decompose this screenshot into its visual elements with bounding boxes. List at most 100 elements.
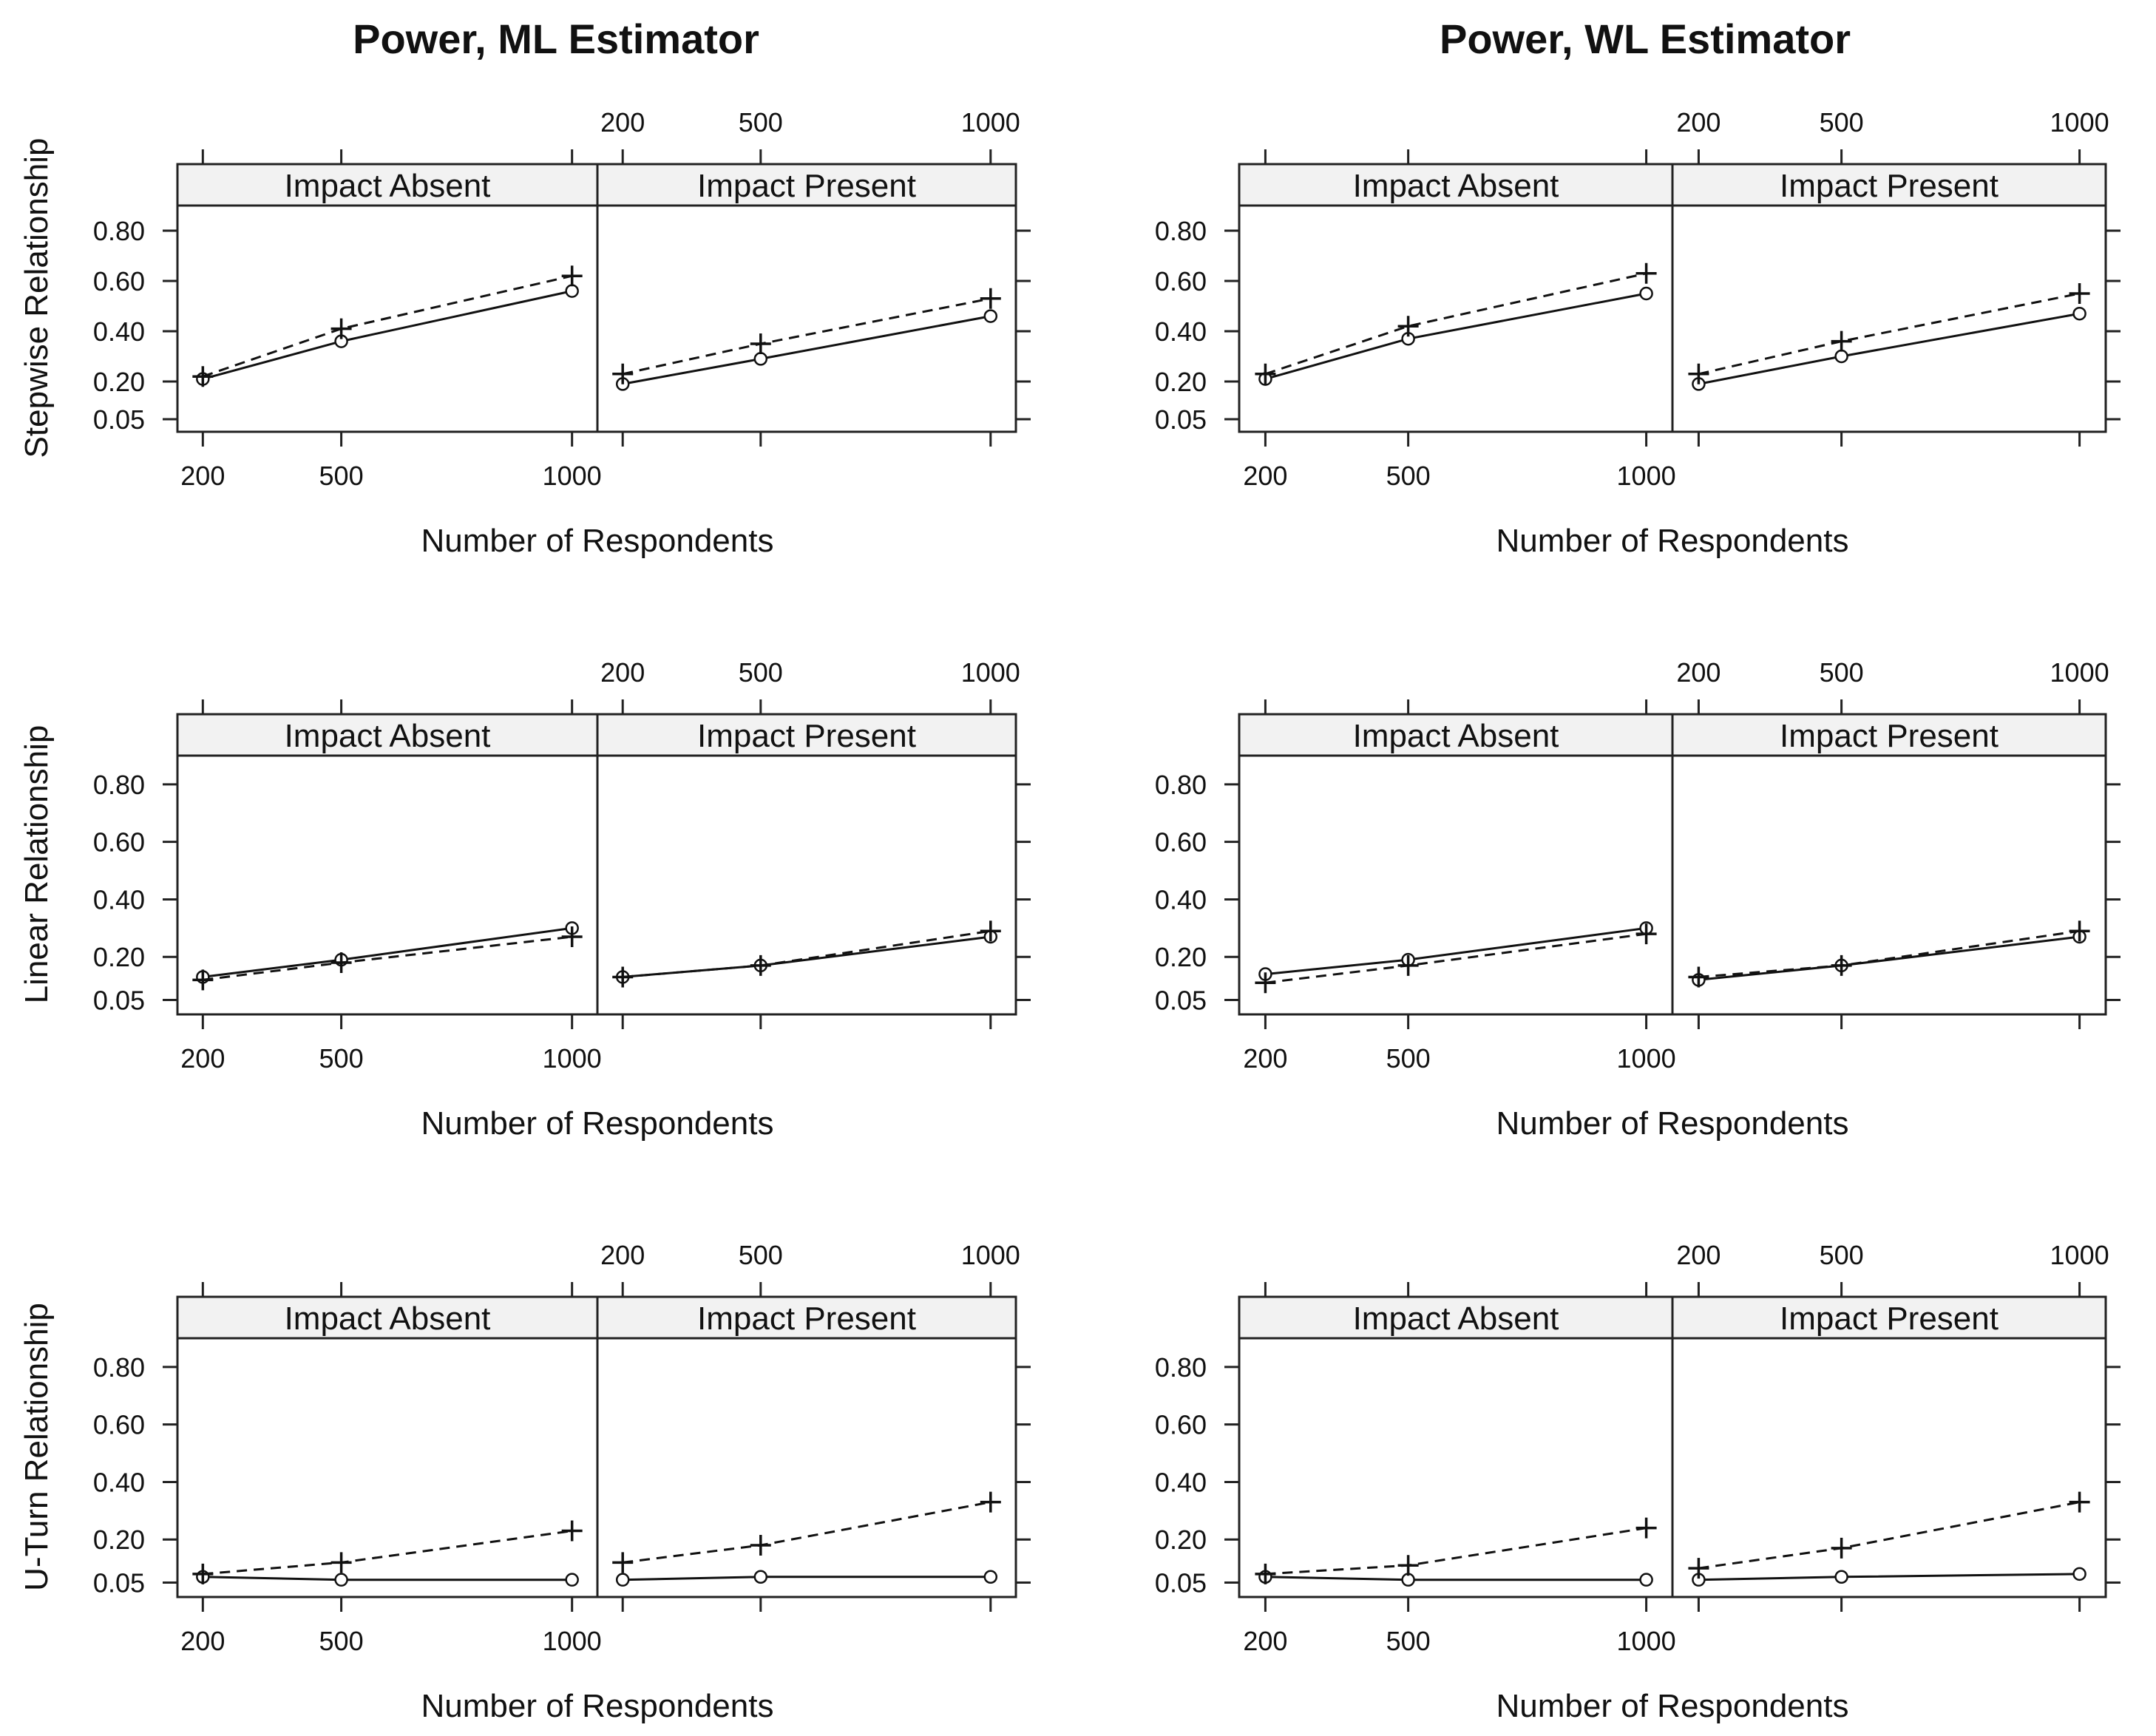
row-label-linear-relationship: Linear Relationship	[18, 725, 55, 1004]
point-plus	[750, 333, 771, 354]
panel-frame	[1671, 1295, 2107, 1598]
x-tick-label: 200	[600, 657, 645, 688]
y-tick-label: 0.20	[1155, 942, 1207, 972]
point-plus	[980, 1491, 1001, 1513]
y-tick-label: 0.40	[1155, 316, 1207, 347]
point-plus	[192, 969, 214, 991]
x-tick-label: 500	[1386, 461, 1431, 491]
point-plus	[1831, 330, 1852, 352]
point-circle	[983, 1570, 998, 1584]
series-line-series-a	[202, 290, 573, 381]
x-tick-label: 500	[1820, 107, 1864, 138]
point-circle	[983, 309, 998, 323]
x-tick-label: 500	[1386, 1626, 1431, 1656]
y-tick-label: 0.05	[93, 986, 145, 1016]
panel-frame	[596, 1295, 1017, 1598]
y-tick-label: 0.80	[93, 770, 145, 800]
x-tick-label: 1000	[961, 657, 1020, 688]
x-tick-label: 500	[739, 657, 783, 688]
plot-grid: Stepwise Relationship Number of Responden…	[18, 107, 2121, 1724]
panel-frame	[1671, 713, 2107, 1016]
series-line-series-b	[203, 1530, 572, 1576]
y-tick-label: 0.40	[93, 316, 145, 347]
point-circle	[2072, 306, 2086, 321]
x-tick-label: 200	[180, 1626, 225, 1656]
row-label-u-turn-relationship: U-Turn Relationship	[18, 1303, 55, 1591]
series-line-series-a	[1698, 312, 2080, 385]
y-tick-label: 0.40	[93, 884, 145, 915]
x-tick-label: 1000	[961, 1240, 1020, 1270]
strip-label: Impact Present	[697, 718, 916, 754]
series-line-series-a	[203, 926, 572, 978]
panel-impact-absent: Impact Absent 200 500 1000	[176, 699, 602, 1074]
x-axis-title: Number of Respondents	[1496, 1688, 1849, 1724]
strip-label: Impact Present	[1780, 718, 1999, 754]
series-line-series-b	[1698, 929, 2080, 978]
x-tick-label: 200	[180, 461, 225, 491]
x-tick-label: 500	[1386, 1043, 1431, 1074]
series-line-series-a	[623, 935, 991, 978]
x-tick-label: 500	[1820, 1240, 1864, 1270]
x-axis-title: Number of Respondents	[1496, 1105, 1849, 1142]
point-circle	[615, 1573, 630, 1587]
point-plus	[2069, 283, 2090, 304]
point-plus	[612, 966, 634, 988]
point-plus	[561, 265, 583, 287]
series-line-series-b	[623, 929, 991, 978]
y-tick-label: 0.20	[93, 367, 145, 397]
panel-impact-absent: Impact Absent 200 500 1000	[1238, 1282, 1676, 1656]
series-line-series-b	[1265, 1527, 1647, 1576]
panel-impact-absent: Impact Absent 200 500 1000	[176, 1282, 602, 1656]
point-plus	[1688, 363, 1709, 384]
panel-frame	[1671, 163, 2107, 433]
x-tick-label: 500	[319, 1043, 364, 1074]
cell-wl-linear-relationship: Number of Respondents 0.05 0.20 0.40 0.60 0.8…	[1155, 657, 2121, 1142]
point-circle	[2072, 1567, 2086, 1581]
series-line-series-a	[1264, 292, 1647, 381]
series-line-series-a	[1265, 1576, 1647, 1581]
x-axis-title: Number of Respondents	[421, 1688, 774, 1724]
x-tick-label: 1000	[2050, 657, 2109, 688]
panel-impact-present: Impact Present 200 500 1000	[596, 657, 1020, 1029]
row-label-stepwise-relationship: Stepwise Relationship	[18, 138, 55, 458]
point-plus	[1255, 972, 1276, 994]
y-tick-label: 0.60	[1155, 266, 1207, 296]
x-axis-title: Number of Respondents	[421, 1105, 774, 1142]
x-tick-label: 1000	[1617, 1043, 1676, 1074]
point-plus	[612, 1552, 634, 1573]
y-tick-label: 0.60	[93, 266, 145, 296]
column-title-ml: Power, ML Estimator	[353, 16, 759, 62]
y-tick-label: 0.05	[93, 404, 145, 435]
x-axis-title: Number of Respondents	[1496, 523, 1849, 559]
point-plus	[1397, 955, 1419, 976]
y-tick-label: 0.60	[93, 1410, 145, 1440]
series-line-series-b	[1264, 272, 1647, 376]
panel-frame	[176, 1295, 599, 1598]
panel-impact-present: Impact Present 200 500 1000	[596, 1240, 1020, 1612]
point-circle	[753, 1570, 768, 1584]
point-plus	[561, 926, 583, 947]
series-line-series-b	[623, 1501, 991, 1564]
strip-label: Impact Absent	[285, 1301, 491, 1337]
strip-label: Impact Present	[697, 1301, 916, 1337]
panel-impact-present: Impact Present 200 500 1000	[1671, 107, 2109, 447]
point-plus	[1635, 1517, 1657, 1539]
y-tick-label: 0.20	[93, 942, 145, 972]
y-tick-label: 0.05	[1155, 986, 1207, 1016]
x-tick-label: 200	[1243, 1626, 1287, 1656]
point-circle	[753, 352, 768, 366]
y-tick-label: 0.80	[1155, 216, 1207, 246]
x-tick-label: 1000	[543, 461, 602, 491]
point-plus	[750, 1535, 771, 1556]
column-title-wl: Power, WL Estimator	[1440, 16, 1851, 62]
x-tick-label: 200	[1676, 1240, 1721, 1270]
x-tick-label: 500	[1820, 657, 1864, 688]
panel-impact-absent: Impact Absent 200 500 1000	[176, 149, 602, 491]
point-plus	[2069, 1491, 2090, 1513]
x-tick-label: 1000	[543, 1043, 602, 1074]
cell-wl-stepwise-relationship: Number of Respondents 0.05 0.20 0.40 0.60 0.8…	[1155, 107, 2121, 559]
x-tick-label: 500	[319, 1626, 364, 1656]
y-tick-label: 0.20	[93, 1525, 145, 1555]
point-plus	[2069, 920, 2090, 942]
